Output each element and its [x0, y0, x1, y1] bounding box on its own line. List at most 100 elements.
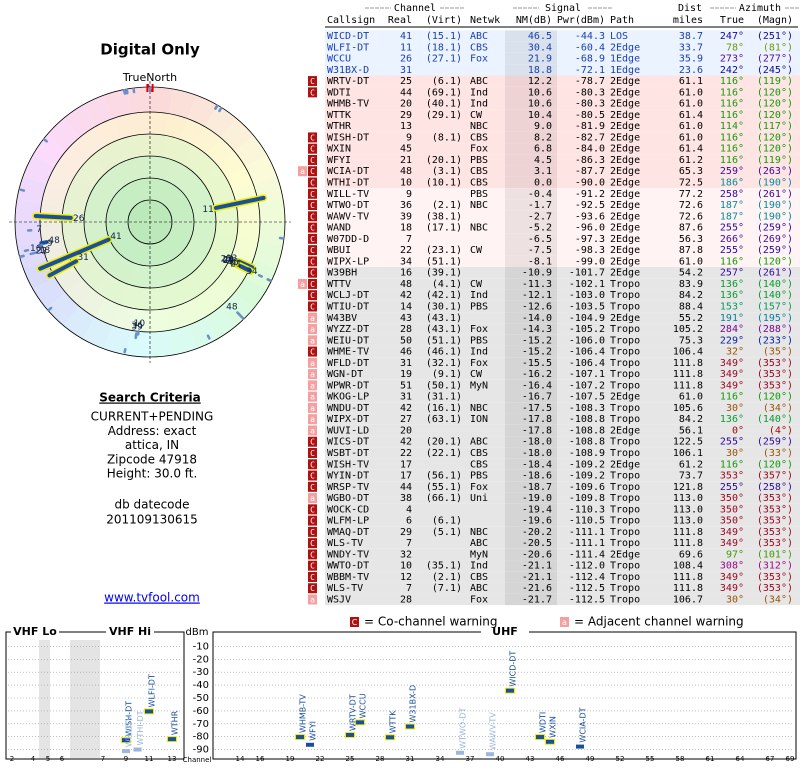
cell: Fox: [470, 482, 488, 493]
cell: 186°: [720, 178, 744, 189]
cell: 61.0: [679, 256, 703, 267]
cell: 2Edge: [610, 76, 640, 87]
cell: -21.1: [522, 572, 552, 583]
cell: Tropo: [610, 347, 640, 358]
cell: (4°): [769, 425, 793, 436]
cell: Tropo: [610, 380, 640, 391]
warning-letter: a: [300, 280, 305, 289]
channel-label: 11: [202, 205, 213, 215]
criteria-line: Height: 30.0 ft.: [107, 467, 198, 481]
cell: Tropo: [610, 527, 640, 538]
cell: (357°): [757, 471, 793, 482]
station-label: WLFI-DT: [148, 674, 157, 707]
cell: 2Edge: [610, 155, 640, 166]
cell: 20: [400, 99, 412, 110]
cell: 116°: [720, 392, 744, 403]
cell: 255°: [720, 437, 744, 448]
cell: -6.5: [528, 234, 552, 245]
cell: Fox: [470, 595, 488, 606]
cell: 2Edge: [610, 200, 640, 211]
cell: 7: [406, 583, 412, 594]
cell: 349°: [720, 369, 744, 380]
y-tick-label: -80: [193, 732, 209, 743]
cell: -80.3: [575, 87, 605, 98]
cell: Tropo: [610, 583, 640, 594]
column-header: (Virt): [426, 15, 462, 26]
cell: CBS: [470, 42, 488, 53]
cell: -108.8: [569, 425, 605, 436]
cell: (353°): [757, 516, 793, 527]
x-tick-label: 28: [376, 755, 385, 763]
cell: (27.1): [426, 54, 462, 65]
cell: (43.1): [426, 324, 462, 335]
cell: 12: [400, 572, 412, 583]
cell: NBC: [470, 121, 488, 132]
cell: -68.9: [575, 54, 605, 65]
cell: 273°: [720, 54, 744, 65]
cell: 242°: [720, 65, 744, 76]
cell: (190°): [757, 200, 793, 211]
cell: 13: [400, 121, 412, 132]
power-bar: [486, 752, 494, 756]
cell: -16.2: [522, 369, 552, 380]
cell: 31: [400, 358, 412, 369]
channel-label: 39: [131, 322, 143, 332]
cell: 349°: [720, 572, 744, 583]
warning-letter: C: [310, 517, 315, 526]
legend-text: = Adjacent channel warning: [574, 615, 744, 629]
cell: -107.5: [569, 392, 605, 403]
cell: Tropo: [610, 504, 640, 515]
link[interactable]: www.tvfool.com: [104, 591, 200, 605]
cell: 136°: [720, 290, 744, 301]
cell: WBUI: [327, 245, 351, 256]
cell: WIPX-LP: [327, 256, 369, 267]
cell: 116°: [720, 99, 744, 110]
station-label: WDTI: [539, 712, 548, 733]
channel-label: 41: [110, 232, 121, 242]
cell: (120°): [757, 392, 793, 403]
signal-bar: [36, 216, 71, 218]
cell: WNDU-DT: [327, 403, 369, 414]
cell: 42: [400, 437, 412, 448]
cell: (117°): [757, 121, 793, 132]
cell: Fox: [470, 144, 488, 155]
cell: (140°): [757, 290, 793, 301]
cell: 106.4: [673, 347, 703, 358]
cell: (195°): [757, 313, 793, 324]
cell: 187°: [720, 200, 744, 211]
cell: 29: [400, 527, 412, 538]
signal-bar: [124, 90, 125, 93]
cell: (20.1): [426, 437, 462, 448]
cell: 258°: [720, 189, 744, 200]
cell: Tropo: [610, 595, 640, 606]
cell: -14.0: [522, 313, 552, 324]
cell: -110.5: [569, 516, 605, 527]
cell: 116°: [720, 256, 744, 267]
cell: 0.0: [534, 178, 552, 189]
station-label: WCCU: [359, 693, 368, 718]
warning-letter: C: [310, 562, 315, 571]
cell: -12.6: [522, 301, 552, 312]
cell: 111.8: [673, 572, 703, 583]
cell: 1Edge: [610, 65, 640, 76]
cell: WAWV-TV: [327, 211, 369, 222]
cell: (261°): [757, 189, 793, 200]
cell: CW: [470, 369, 483, 380]
cell: -17.5: [522, 403, 552, 414]
cell: Tropo: [610, 301, 640, 312]
warning-letter: a: [310, 596, 315, 605]
cell: Ind: [470, 99, 488, 110]
cell: WISH-TV: [327, 459, 369, 470]
signal-bar: [216, 106, 218, 109]
cell: 106.7: [673, 595, 703, 606]
cell: -108.8: [569, 414, 605, 425]
cell: 2Edge: [610, 268, 640, 279]
station-label: WICD-DT: [509, 651, 518, 687]
cell: PBS: [470, 471, 488, 482]
cell: (120°): [757, 256, 793, 267]
station-label: WTHI-DT: [136, 710, 145, 745]
cell: -15.2: [522, 335, 552, 346]
cell: 257°: [720, 268, 744, 279]
cell: 2Edge: [610, 178, 640, 189]
cell: 28: [400, 324, 412, 335]
